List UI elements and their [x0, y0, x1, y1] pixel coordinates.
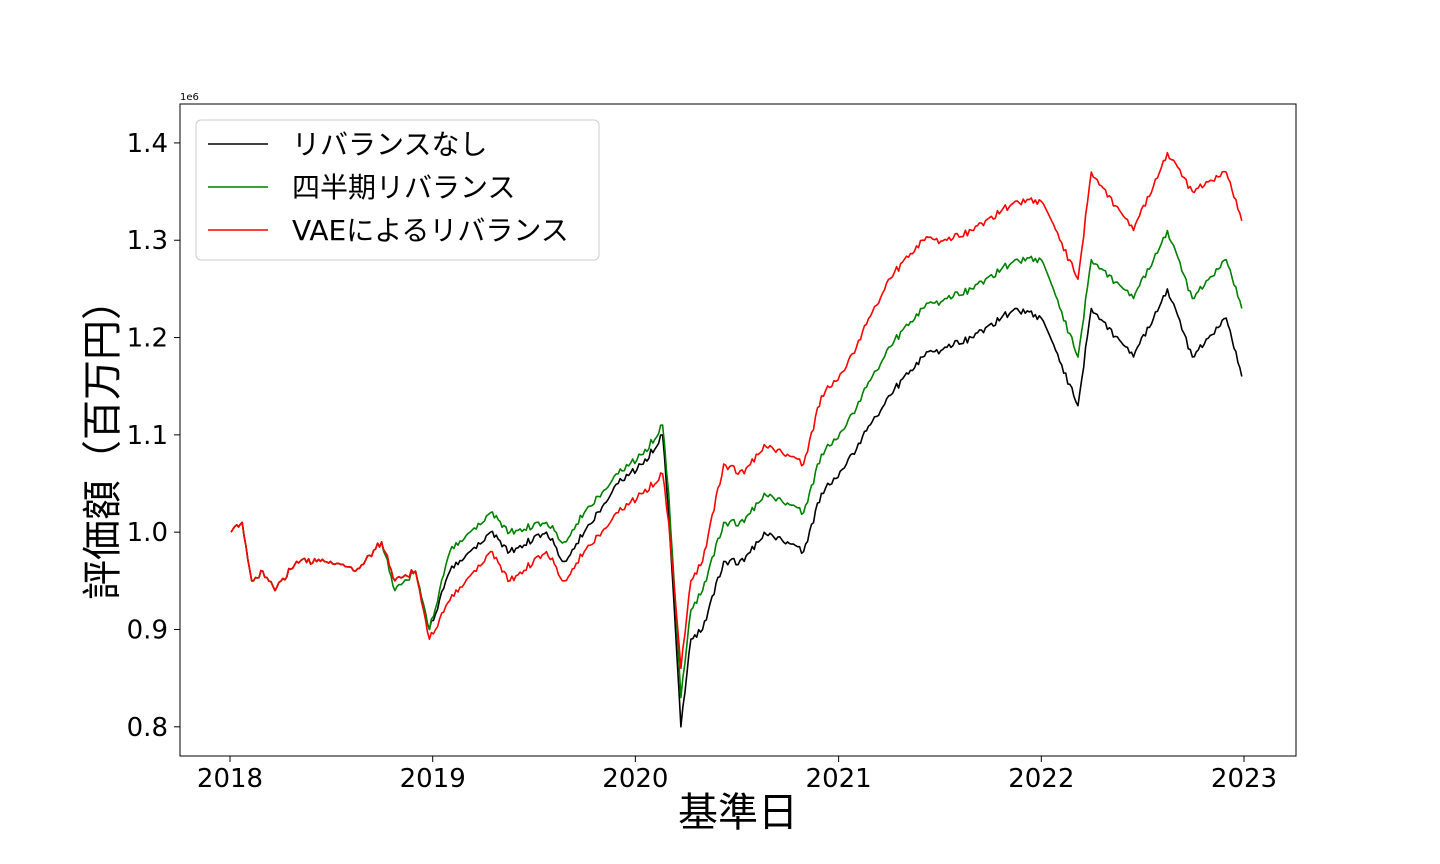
legend-label-2: VAEによるリバランス [292, 214, 569, 247]
x-tick-label: 2023 [1211, 764, 1277, 794]
y-tick-label: 0.8 [127, 713, 168, 743]
y-tick-label: 1.1 [127, 421, 168, 451]
series-line-2 [230, 151, 1243, 670]
x-tick-label: 2020 [602, 764, 668, 794]
x-tick-label: 2021 [806, 764, 872, 794]
series-line-1 [230, 229, 1243, 699]
x-axis: 2018 2019 2020 2021 2022 2023 [197, 756, 1277, 794]
y-tick-label: 1.2 [127, 324, 168, 354]
y-offset-label: 1e6 [180, 92, 199, 103]
plot-frame [179, 103, 1297, 757]
y-axis-title: 評価額（百万円） [80, 280, 126, 600]
y-axis: 0.8 0.9 1.0 1.1 1.2 1.3 1.4 [127, 129, 180, 743]
x-tick-label: 2022 [1008, 764, 1074, 794]
x-tick-label: 2018 [197, 764, 263, 794]
x-tick-label: 2019 [400, 764, 466, 794]
legend-frame [195, 119, 600, 261]
y-tick-label: 1.0 [127, 518, 168, 548]
x-axis-title: 基準日 [678, 790, 798, 836]
y-tick-label: 0.9 [127, 615, 168, 645]
y-tick-label: 1.3 [127, 226, 168, 256]
y-tick-label: 1.4 [127, 129, 168, 159]
legend-label-1: 四半期リバランス [292, 171, 515, 204]
legend-label-0: リバランスなし [292, 128, 487, 161]
series-layer [230, 151, 1243, 728]
series-line-0 [230, 288, 1243, 728]
